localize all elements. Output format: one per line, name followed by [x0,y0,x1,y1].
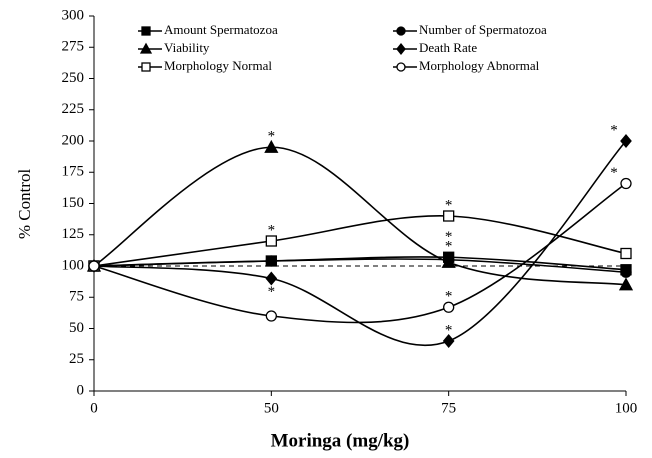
marker [396,62,406,72]
marker [443,210,455,222]
annotation: * [445,322,453,338]
x-tick-label: 0 [90,400,98,416]
y-tick-label: 0 [77,382,85,398]
marker [141,26,151,36]
legend-label: Death Rate [419,40,477,55]
marker [620,133,632,149]
legend-item: Number of Spermatozoa [393,22,547,37]
y-tick-label: 225 [62,101,85,117]
y-axis-label: % Control [15,169,34,240]
marker [88,260,100,272]
y-tick-label: 25 [69,351,84,367]
marker [441,254,456,268]
annotation: * [610,165,618,181]
y-tick-label: 275 [62,39,85,55]
annotation: * [445,289,453,305]
series [86,139,634,291]
annotation: * [268,284,276,300]
y-tick-label: 250 [62,70,85,86]
y-tick-label: 125 [62,226,85,242]
marker [141,62,151,72]
annotation: * [445,197,453,213]
y-tick-label: 300 [62,7,85,23]
series-line [93,258,627,274]
marker [620,247,632,260]
series-line [93,215,627,267]
legend-label: Viability [164,40,210,55]
series-line [93,140,627,347]
x-tick-label: 50 [264,400,279,416]
annotation: * [268,222,276,238]
annotation: * [445,229,453,245]
legend-label: Amount Spermatozoa [164,22,278,37]
y-tick-label: 175 [62,164,85,180]
x-axis-label: Moringa (mg/kg) [271,430,410,451]
marker [264,139,279,153]
marker [618,277,634,291]
legend-item: Viability [138,40,210,55]
legend-label: Morphology Normal [164,58,272,73]
series [88,133,632,349]
y-tick-label: 75 [69,289,84,305]
legend-item: Death Rate [393,40,477,56]
series [88,177,632,324]
legend-label: Number of Spermatozoa [419,22,547,37]
legend-label: Morphology Abnormal [419,58,540,73]
x-tick-label: 100 [615,400,638,416]
series [88,210,632,272]
marker [620,177,632,190]
marker [620,266,632,278]
marker [265,271,278,286]
y-tick-label: 200 [62,132,85,148]
marker [139,42,153,54]
legend-item: Amount Spermatozoa [138,22,278,37]
marker [265,235,277,247]
annotation: * [610,122,618,138]
marker [396,42,406,56]
annotation: * [268,129,276,145]
series-line [93,182,627,324]
marker [443,301,455,313]
annotation: * [445,239,453,255]
marker [442,333,455,349]
y-tick-label: 100 [62,257,85,273]
legend-item: Morphology Normal [138,58,272,73]
marker [396,26,406,36]
legend-item: Morphology Abnormal [393,58,540,73]
marker [265,310,277,322]
x-tick-label: 75 [441,400,456,416]
marker [265,255,277,267]
y-tick-label: 50 [69,320,84,336]
series-line [93,146,627,286]
y-tick-label: 150 [62,195,85,211]
